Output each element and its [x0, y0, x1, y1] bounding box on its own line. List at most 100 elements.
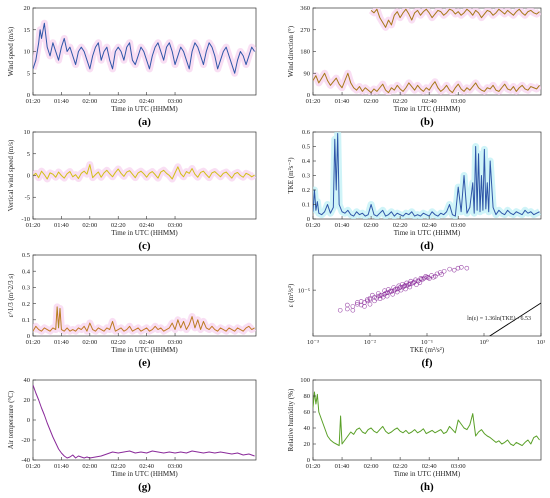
panel-label: (c)	[138, 240, 151, 252]
data-layer	[33, 161, 256, 183]
data-layer	[313, 8, 541, 95]
x-tick-label: 03:00	[168, 339, 183, 346]
scatter-point	[400, 281, 405, 287]
scatter-point	[439, 272, 444, 277]
y-tick-label: 0	[307, 457, 310, 464]
scatter-point	[384, 293, 390, 299]
series-line-secondary	[33, 306, 255, 332]
scatter-point	[367, 297, 373, 302]
scatter-point	[393, 286, 398, 292]
x-tick-label: 10⁰	[479, 339, 489, 346]
scatter-point	[425, 275, 431, 280]
y-tick-label: 40	[24, 377, 31, 384]
y-tick-label: 10⁻⁵	[298, 287, 310, 294]
x-tick-label: 01:40	[54, 339, 69, 346]
plot-frame	[312, 254, 542, 337]
y-tick-label: 0	[307, 92, 310, 99]
y-tick-label: -20	[21, 437, 30, 444]
panel-label: (f)	[422, 357, 433, 369]
x-tick-label: 02:40	[422, 463, 437, 470]
y-tick-label: 80	[304, 393, 311, 400]
data-layer	[33, 303, 256, 335]
x-tick-label: 01:20	[26, 98, 41, 105]
x-tick-label: 02:20	[111, 222, 126, 229]
x-tick-label: 02:20	[393, 222, 408, 229]
y-tick-label: 0	[27, 333, 30, 340]
x-tick-label: 02:40	[139, 339, 154, 346]
scatter-point	[367, 295, 373, 301]
series-line	[33, 164, 255, 180]
y-tick-label: 0.3	[302, 173, 310, 180]
series-line	[313, 391, 540, 447]
x-tick-label: 02:20	[393, 98, 408, 105]
plot-frame	[312, 131, 542, 220]
y-axis-label: Vertical wind speed (m/s)	[7, 139, 15, 211]
panel-label: (e)	[138, 357, 151, 369]
data-layer	[337, 265, 541, 336]
plot-frame	[312, 7, 542, 96]
panel-label: (b)	[420, 116, 434, 128]
scatter-point	[365, 298, 370, 304]
y-tick-label: -5	[25, 194, 30, 201]
x-tick-label: 02:00	[82, 339, 97, 346]
x-tick-label: 03:00	[451, 463, 466, 470]
y-tick-label: 0.4	[22, 268, 31, 275]
y-axis-label: Air temperature (°C)	[7, 390, 15, 449]
x-axis-label: Time in UTC (HHMM)	[394, 229, 461, 237]
y-tick-label: 100	[300, 377, 310, 384]
plot-frame	[32, 379, 257, 461]
panel-label: (h)	[420, 481, 434, 493]
x-tick-label: 01:40	[335, 222, 350, 229]
x-tick-label: 03:00	[451, 98, 466, 105]
x-tick-label: 02:20	[111, 98, 126, 105]
y-tick-label: 0.1	[302, 202, 310, 209]
x-tick-label: 02:20	[111, 339, 126, 346]
x-axis-label: TKE (m²/s²)	[410, 346, 445, 354]
y-tick-label: 20	[24, 5, 31, 12]
scatter-point	[406, 282, 412, 287]
scatter-point	[337, 307, 343, 313]
y-tick-label: 60	[304, 409, 311, 416]
x-tick-label: 02:00	[364, 222, 379, 229]
x-tick-label: 10⁻³	[307, 339, 319, 346]
x-tick-label: 03:00	[168, 98, 183, 105]
panel-2: 01:20 01:40 02:00 02:20 02:40 03:00 0 90 180 270 3…	[287, 5, 542, 128]
x-tick-label: 03:00	[168, 222, 183, 229]
scatter-point	[433, 274, 438, 279]
series-line	[370, 8, 540, 28]
y-tick-label: 5	[27, 70, 30, 77]
panel-5: 01:20 01:40 02:00 02:20 02:40 03:00 0 0.1 0.2 0.3…	[7, 252, 257, 369]
y-tick-label: 0	[307, 216, 310, 223]
y-tick-label: 5	[27, 151, 30, 158]
y-axis-label: TKE (m²s⁻²)	[287, 157, 295, 194]
x-tick-label: 02:40	[139, 463, 154, 470]
x-tick-label: 02:40	[422, 98, 437, 105]
panel-label: (g)	[138, 481, 151, 493]
scatter-point	[367, 301, 373, 307]
panel-label: (d)	[420, 240, 434, 252]
x-tick-label: 02:00	[364, 98, 379, 105]
x-tick-label: 01:40	[54, 98, 69, 105]
scatter-point	[403, 286, 408, 292]
scatter-point	[383, 290, 389, 296]
y-tick-label: 15	[24, 27, 31, 34]
y-axis-label: ε (m²/s³)	[287, 283, 295, 307]
scatter-point	[370, 292, 375, 298]
y-tick-label: 0	[27, 92, 30, 99]
x-tick-label: 03:00	[168, 463, 183, 470]
data-layer	[33, 384, 255, 459]
x-tick-label: 10⁻²	[364, 339, 376, 346]
y-tick-label: 180	[300, 49, 310, 56]
scatter-point	[407, 284, 413, 290]
scatter-point	[358, 299, 364, 304]
scatter-point	[447, 266, 452, 272]
y-tick-label: 90	[304, 70, 311, 77]
y-tick-label: 0.1	[22, 317, 30, 324]
y-tick-label: 0.2	[22, 301, 30, 308]
scatter-point	[411, 280, 416, 286]
y-tick-label: 360	[300, 5, 310, 12]
y-tick-label: 270	[300, 27, 310, 34]
y-tick-label: 20	[24, 397, 31, 404]
scatter-point	[390, 292, 395, 297]
scatter-point	[464, 265, 470, 271]
